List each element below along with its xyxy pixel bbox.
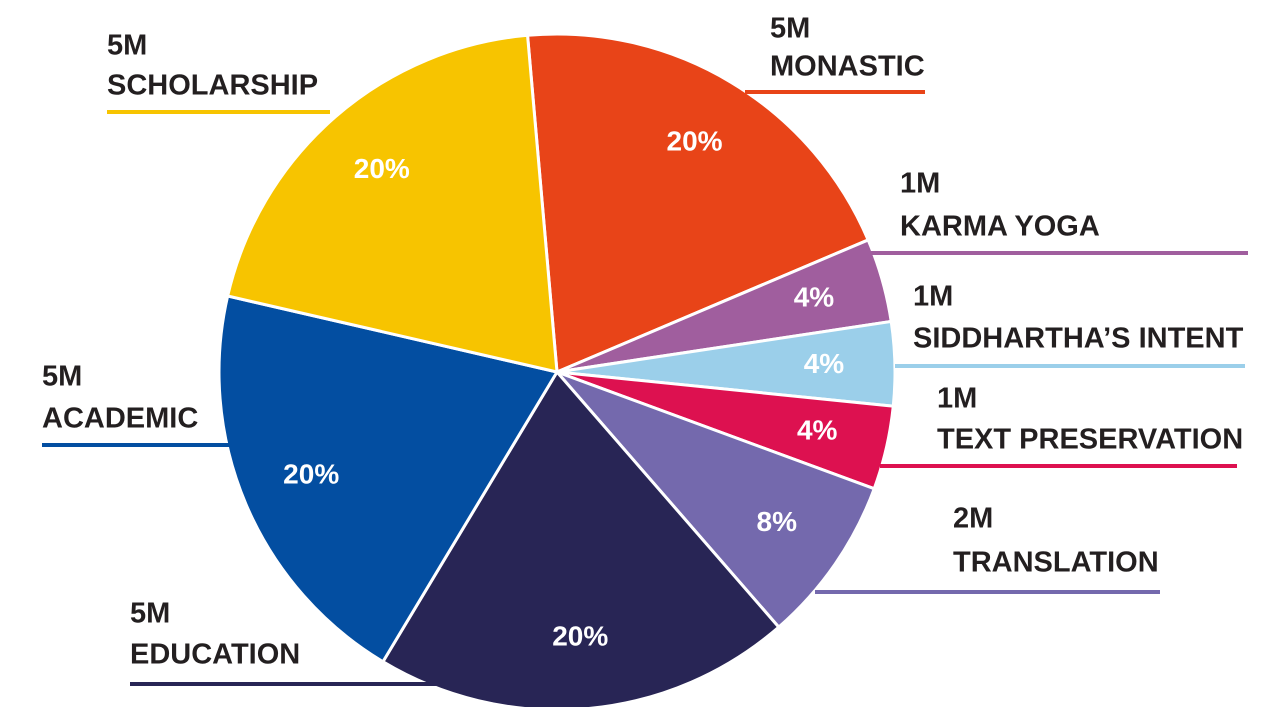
amount-label: 5M — [130, 598, 170, 630]
amount-label: 5M — [107, 30, 147, 62]
pie-slice — [225, 33, 559, 374]
amount-label: 2M — [953, 503, 993, 535]
percent-label: 20% — [354, 153, 410, 184]
percent-label: 8% — [757, 506, 798, 537]
category-label: MONASTIC — [770, 51, 925, 83]
category-label: TRANSLATION — [953, 547, 1159, 579]
percent-label: 20% — [552, 620, 608, 651]
category-label: SIDDHARTHA’S INTENT — [913, 323, 1244, 355]
category-label: SCHOLARSHIP — [107, 70, 318, 102]
percent-label: 4% — [797, 414, 838, 445]
category-label: ACADEMIC — [42, 403, 198, 435]
percent-label: 20% — [667, 126, 723, 157]
amount-label: 1M — [913, 281, 953, 313]
pie-slice — [217, 294, 560, 664]
pie-slice — [555, 370, 877, 630]
category-label: TEXT PRESERVATION — [937, 424, 1243, 456]
percent-label: 20% — [283, 459, 339, 490]
category-label: EDUCATION — [130, 639, 300, 671]
category-label: KARMA YOGA — [900, 211, 1100, 243]
amount-label: 5M — [42, 361, 82, 393]
percent-label: 4% — [794, 282, 835, 313]
pie-slice — [525, 32, 871, 375]
amount-label: 5M — [770, 13, 810, 45]
amount-label: 1M — [937, 383, 977, 415]
percent-label: 4% — [804, 348, 845, 379]
amount-label: 1M — [900, 168, 940, 200]
